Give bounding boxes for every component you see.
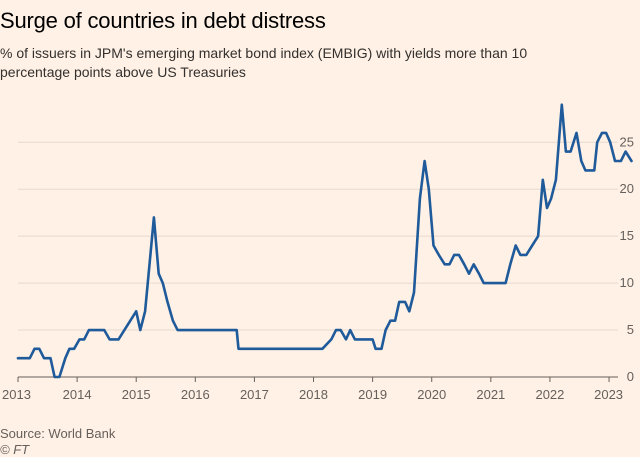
x-tick-label: 2013 xyxy=(2,387,31,402)
x-tick-label: 2022 xyxy=(535,387,564,402)
y-axis-labels: 0 5 10 15 20 25 xyxy=(620,134,634,384)
series-layer xyxy=(16,103,633,379)
y-tick-label: 0 xyxy=(627,369,634,384)
y-tick-label: 10 xyxy=(620,275,634,290)
x-tick-label: 2019 xyxy=(358,387,387,402)
source-note: Source: World Bank xyxy=(0,426,116,441)
y-tick-label: 5 xyxy=(627,322,634,337)
y-tick-label: 15 xyxy=(620,228,634,243)
x-tick-label: 2017 xyxy=(240,387,269,402)
y-tick-label: 20 xyxy=(620,181,634,196)
x-tick-label: 2016 xyxy=(181,387,210,402)
chart-subtitle: % of issuers in JPM's emerging market bo… xyxy=(0,45,528,80)
ft-credit: © FT xyxy=(0,442,30,457)
chart-title: Surge of countries in debt distress xyxy=(0,8,326,33)
x-axis-labels: 2013 2014 2015 2016 2017 2018 2019 2020 2021 2022… xyxy=(2,387,623,402)
x-tick-label: 2015 xyxy=(122,387,151,402)
y-tick-label: 25 xyxy=(620,134,634,149)
x-tick-label: 2021 xyxy=(476,387,505,402)
gridlines xyxy=(18,141,618,331)
x-tick-label: 2018 xyxy=(299,387,328,402)
x-axis xyxy=(17,376,618,382)
x-tick-label: 2014 xyxy=(63,387,92,402)
series-line-0 xyxy=(16,103,633,379)
x-tick-label: 2023 xyxy=(594,387,623,402)
x-tick-label: 2020 xyxy=(417,387,446,402)
